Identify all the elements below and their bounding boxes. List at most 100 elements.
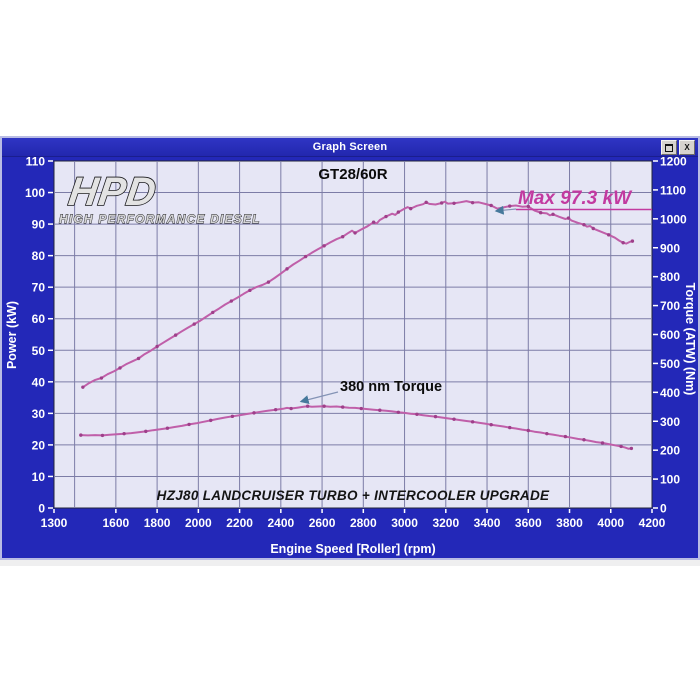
close-button[interactable]: X xyxy=(679,140,695,155)
power_kw-marker xyxy=(248,288,252,293)
power_kw-marker xyxy=(81,385,85,389)
max-power-annotation: Max 97.3 kW xyxy=(518,188,633,209)
power_kw-marker xyxy=(591,226,595,231)
right-tick-label: 800 xyxy=(660,270,680,284)
right-tick-label: 500 xyxy=(660,357,680,371)
restore-button[interactable] xyxy=(661,140,677,155)
right-tick-label: 700 xyxy=(660,299,680,313)
torque_nm-marker xyxy=(600,441,605,445)
right-tick-label: 200 xyxy=(660,444,680,458)
torque_nm-marker xyxy=(122,431,126,436)
torque_nm-marker xyxy=(470,420,475,424)
power_kw-marker xyxy=(470,200,475,205)
torque_nm-marker xyxy=(322,404,326,408)
power_kw-marker xyxy=(396,210,401,214)
torque_nm-marker xyxy=(209,418,213,423)
x-tick-label: 3000 xyxy=(391,516,418,530)
torque_nm-marker xyxy=(415,412,419,417)
hpd-logo-text: HPD xyxy=(66,169,160,214)
vehicle-footnote: HZJ80 LANDCRUISER TURBO + INTERCOOLER UP… xyxy=(157,488,550,503)
dyno-plot: 0102030405060708090100110010020030040050… xyxy=(5,157,697,556)
power_kw-marker xyxy=(136,356,141,361)
x-tick-label: 2000 xyxy=(185,516,212,530)
left-tick-label: 50 xyxy=(32,344,46,358)
torque_nm-marker xyxy=(396,410,401,414)
torque_nm-marker xyxy=(359,406,363,411)
torque_nm-marker xyxy=(144,429,148,434)
right-tick-label: 100 xyxy=(660,473,680,487)
power_kw-marker xyxy=(285,267,289,271)
left-tick-label: 10 xyxy=(32,470,46,484)
torque_nm-marker xyxy=(100,433,105,438)
left-tick-label: 80 xyxy=(32,249,46,263)
torque_nm-marker xyxy=(582,438,586,442)
power_kw-marker xyxy=(155,344,159,349)
left-tick-label: 0 xyxy=(38,502,45,516)
title-bar[interactable]: Graph Screen X xyxy=(2,138,698,157)
hpd-logo-subtitle: HIGH PERFORMANCE DIESEL xyxy=(59,212,261,226)
power_kw-marker xyxy=(526,204,530,209)
power_kw-marker xyxy=(630,239,635,243)
close-icon: X xyxy=(684,142,690,152)
plot-generated-layer: 0102030405060708090100110010020030040050… xyxy=(25,157,687,530)
right-tick-label: 0 xyxy=(660,502,667,516)
power_kw-marker xyxy=(118,366,122,370)
x-tick-label: 1300 xyxy=(41,516,68,530)
chart-area: 0 10 20 30 40 50 60 70 80 90 100 110 0 100 200 300 400 50… xyxy=(2,157,698,558)
torque_nm-marker xyxy=(289,406,293,411)
power_kw-marker xyxy=(621,241,625,245)
power_kw-marker xyxy=(192,322,196,326)
chart-title: GT28/60R xyxy=(318,166,387,183)
left-tick-label: 70 xyxy=(32,281,46,295)
torque_nm-marker xyxy=(305,404,310,408)
power_kw-marker xyxy=(508,204,512,208)
torque_nm-marker xyxy=(433,414,438,419)
torque_nm-marker xyxy=(545,431,549,436)
torque_nm-marker xyxy=(378,408,382,412)
power_kw-marker xyxy=(551,212,555,217)
power_kw-marker xyxy=(439,201,444,205)
power_kw-marker xyxy=(371,220,376,224)
right-tick-label: 900 xyxy=(660,241,680,255)
power_kw-marker xyxy=(538,211,543,215)
plot-background xyxy=(53,160,653,509)
power_kw-marker xyxy=(266,280,271,284)
right-axis-title: Torque (ATW) (Nm) xyxy=(683,283,697,396)
torque_nm-marker xyxy=(79,433,83,437)
torque_nm-marker xyxy=(452,417,456,421)
titlebar-buttons: X xyxy=(661,140,695,155)
power_kw-marker xyxy=(322,244,326,248)
x-tick-label: 4000 xyxy=(597,516,624,530)
torque_nm-marker xyxy=(340,405,345,409)
left-tick-label: 60 xyxy=(32,312,46,326)
right-tick-label: 1000 xyxy=(660,212,687,226)
restore-icon xyxy=(665,143,673,152)
left-tick-label: 100 xyxy=(25,186,45,200)
torque_nm-curve xyxy=(79,405,633,450)
max-power-arrow xyxy=(494,205,517,215)
right-tick-label: 1100 xyxy=(660,183,686,197)
x-tick-label: 4200 xyxy=(639,516,666,530)
power_kw-marker xyxy=(303,254,308,259)
peak-torque-annotation: 380 nm Torque xyxy=(340,379,442,395)
power_kw-marker xyxy=(566,216,571,220)
torque_nm-marker xyxy=(230,414,235,419)
power_kw-marker xyxy=(606,233,611,237)
power_kw-marker xyxy=(229,299,234,303)
left-tick-label: 40 xyxy=(32,375,46,389)
right-tick-label: 400 xyxy=(660,386,680,400)
torque_nm-marker xyxy=(187,422,191,427)
window-title: Graph Screen xyxy=(312,141,388,153)
x-tick-label: 2800 xyxy=(350,516,377,530)
left-axis-title: Power (kW) xyxy=(5,301,19,369)
x-tick-label: 3600 xyxy=(515,516,542,530)
x-tick-label: 1600 xyxy=(103,516,130,530)
x-tick-label: 3800 xyxy=(556,516,583,530)
x-tick-label: 3200 xyxy=(432,516,459,530)
x-tick-label: 2400 xyxy=(267,516,294,530)
power_kw-marker xyxy=(582,223,586,227)
torque_nm-marker xyxy=(629,446,634,451)
torque_nm-marker xyxy=(563,434,568,439)
power_kw-marker xyxy=(99,376,104,380)
right-tick-label: 300 xyxy=(660,415,680,429)
